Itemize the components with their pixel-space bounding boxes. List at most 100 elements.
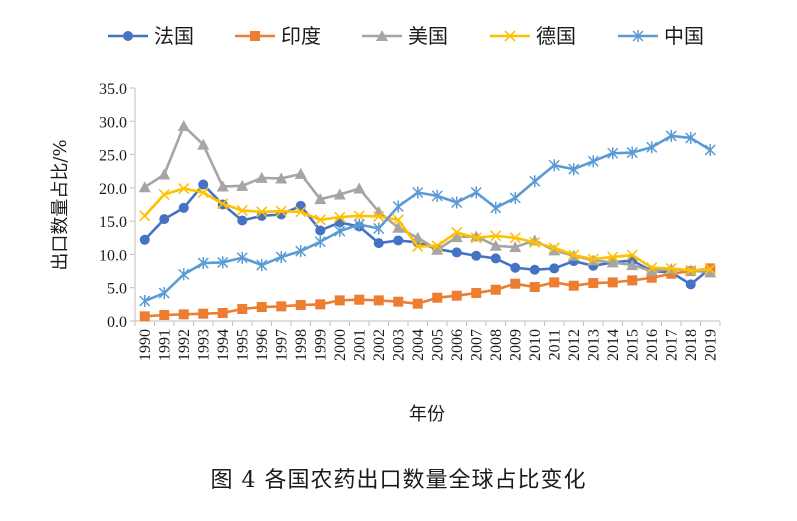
legend-marker (632, 30, 644, 42)
data-point (295, 300, 306, 311)
data-point (490, 253, 501, 264)
data-point (685, 131, 697, 144)
x-tick-label: 2005 (429, 329, 446, 361)
data-point (665, 262, 677, 274)
legend-item-3: 美国 (362, 24, 448, 48)
y-tick-label: 10.0 (99, 247, 127, 264)
data-point (548, 159, 560, 172)
data-point (646, 141, 658, 154)
data-point (431, 189, 443, 202)
legend-label: 德国 (536, 24, 576, 48)
data-point (276, 301, 287, 312)
data-point (646, 262, 658, 274)
x-tick-label: 2003 (390, 329, 407, 361)
data-point (451, 247, 462, 258)
data-point (471, 288, 482, 299)
data-point (412, 240, 424, 253)
data-point (237, 304, 248, 315)
data-point (314, 214, 326, 226)
data-point (412, 298, 423, 309)
x-tick-label: 1993 (195, 329, 212, 361)
x-tick-label: 1994 (215, 329, 232, 361)
data-point (451, 290, 462, 301)
legend-item-5: 中国 (618, 24, 704, 48)
data-point (549, 263, 560, 274)
data-point (529, 236, 541, 249)
data-point (549, 277, 560, 288)
line-chart: 法国 印度 美国 德国 中国 0.0 5.0 10.0 15.0 20.0 25.0 30.0 35.… (50, 24, 721, 425)
legend-label: 中国 (664, 24, 704, 48)
x-axis-title: 年份 (409, 404, 445, 425)
y-tick-label: 35.0 (99, 81, 127, 98)
series-2 (139, 263, 716, 322)
data-point (138, 181, 151, 193)
x-tick-label: 1995 (234, 329, 251, 361)
data-point (510, 278, 521, 289)
data-point (255, 171, 268, 183)
legend-item-1: 法国 (108, 24, 194, 48)
data-point (198, 179, 209, 190)
data-point (392, 214, 404, 226)
data-point (509, 191, 521, 204)
x-tick-label: 2010 (527, 329, 544, 361)
data-point (275, 205, 287, 217)
x-tick-label: 2019 (702, 329, 719, 361)
x-tick-label: 2002 (371, 329, 388, 361)
x-tick-label: 2006 (449, 329, 466, 361)
data-point (568, 280, 579, 291)
legend-item-2: 印度 (235, 24, 321, 48)
data-point (198, 308, 209, 319)
data-point (510, 262, 521, 273)
data-point (626, 146, 638, 159)
data-point (431, 240, 443, 252)
data-point (256, 206, 268, 218)
x-tick-label: 2016 (644, 329, 661, 361)
data-point (333, 188, 346, 200)
data-point (197, 138, 210, 150)
data-point (373, 295, 384, 306)
data-point (178, 309, 189, 320)
data-point (294, 167, 307, 179)
legend-item-4: 德国 (490, 24, 576, 48)
data-point (295, 206, 307, 218)
y-axis: 0.0 5.0 10.0 15.0 20.0 25.0 30.0 35.0 (99, 81, 136, 331)
data-point (197, 257, 209, 270)
data-point (646, 272, 657, 283)
y-axis-title: 出口数量占比/% (50, 139, 71, 270)
y-tick-label: 5.0 (107, 281, 127, 298)
data-point (393, 235, 404, 246)
data-point (236, 251, 248, 264)
legend-label: 美国 (408, 24, 448, 48)
data-point (392, 221, 405, 233)
data-point (568, 249, 580, 261)
x-tick-label: 1998 (293, 329, 310, 361)
series-line (144, 124, 711, 274)
data-point (587, 253, 599, 265)
data-point (568, 163, 580, 176)
data-point (529, 175, 541, 188)
data-point (645, 265, 658, 277)
data-point (490, 201, 502, 214)
series-line (144, 267, 711, 318)
series-line (143, 187, 711, 272)
data-point (158, 287, 170, 300)
data-point (139, 295, 151, 308)
data-point (665, 129, 677, 142)
data-point (451, 226, 463, 239)
data-point (607, 277, 618, 288)
data-point (411, 231, 424, 243)
data-point (548, 244, 561, 256)
data-point (490, 230, 502, 242)
data-point (217, 308, 228, 319)
data-point (529, 264, 540, 275)
legend-marker (123, 31, 133, 41)
data-point (334, 211, 346, 223)
y-tick-label: 25.0 (99, 148, 127, 165)
data-point (275, 172, 288, 184)
legend-label: 印度 (281, 24, 321, 48)
data-point (353, 218, 365, 231)
x-tick-label: 1996 (254, 329, 271, 361)
data-point (471, 250, 482, 261)
data-point (588, 278, 599, 289)
data-point (489, 239, 502, 251)
